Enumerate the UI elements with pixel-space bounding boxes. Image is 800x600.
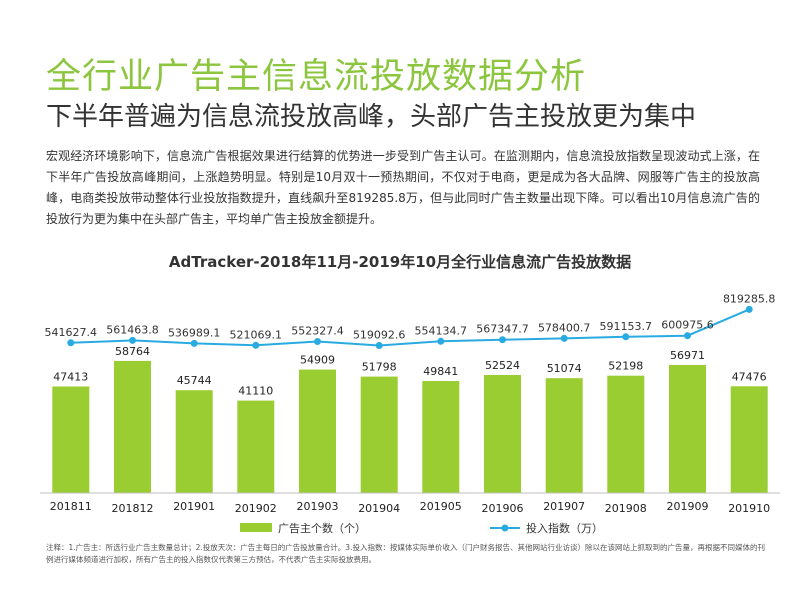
- bar-value-label: 51798: [362, 361, 397, 374]
- index-point-201902: [252, 341, 260, 349]
- page-subtitle: 下半年普遍为信息流投放高峰，头部广告主投放更为集中: [46, 102, 697, 132]
- x-tick-label: 201811: [50, 500, 92, 513]
- legend-label-index: 投入指数（万）: [526, 521, 603, 535]
- bar-201904: [360, 376, 398, 493]
- index-point-201811: [67, 339, 75, 347]
- x-tick-label: 201905: [420, 500, 462, 513]
- legend-swatch-bar: [240, 523, 272, 532]
- page-title: 全行业广告主信息流投放数据分析: [46, 57, 587, 97]
- bar-201902: [237, 400, 275, 493]
- index-point-201812: [129, 336, 136, 344]
- bar-value-label: 51074: [547, 362, 582, 375]
- index-value-label: 552327.4: [291, 325, 344, 338]
- bar-201910: [730, 386, 768, 493]
- index-point-201910: [745, 305, 753, 313]
- index-line: [70, 308, 750, 347]
- index-point-201905: [437, 337, 445, 345]
- combo-chart: AdTracker-2018年11月-2019年10月全行业信息流广告投放数据 …: [40, 253, 780, 535]
- bar-value-label: 54909: [300, 354, 335, 367]
- legend-label-advertisers: 广告主个数（个）: [278, 522, 366, 535]
- index-value-label: 554134.7: [415, 324, 468, 337]
- index-point-201906: [499, 336, 506, 344]
- bar-value-label: 41110: [238, 385, 273, 398]
- index-value-label: 567347.7: [476, 323, 529, 336]
- bar-value-label: 58764: [115, 345, 150, 358]
- chart-title: AdTracker-2018年11月-2019年10月全行业信息流广告投放数据: [169, 253, 631, 271]
- x-tick-label: 201909: [667, 500, 709, 513]
- index-value-label: 819285.8: [723, 292, 776, 305]
- x-tick-label: 201901: [173, 500, 215, 513]
- index-value-label: 561463.8: [106, 323, 159, 336]
- x-tick-label: 201904: [358, 502, 400, 515]
- index-point-201909: [684, 332, 691, 340]
- x-tick-label: 201812: [112, 502, 154, 515]
- index-point-201904: [375, 342, 383, 349]
- bar-201908: [607, 375, 645, 493]
- bar-value-label: 52198: [608, 360, 643, 373]
- bars-group: 47413 58764 45744 41110 54909 51798 49841 52524…: [52, 345, 768, 493]
- bar-value-label: 56971: [670, 349, 705, 362]
- index-point-201908: [622, 333, 630, 341]
- index-value-label: 541627.4: [45, 326, 98, 339]
- index-value-label: 591153.7: [600, 320, 653, 333]
- footnote: 注释：1.广告主：所选行业广告主数量总计；2.投放天次：广告主每日的广告投放量合…: [46, 543, 765, 564]
- bar-value-label: 47476: [732, 370, 767, 383]
- x-tick-label: 201906: [482, 502, 524, 515]
- x-tick-label: 201902: [235, 502, 277, 515]
- bar-201909: [669, 365, 706, 493]
- bar-201901: [175, 390, 213, 493]
- bar-value-label: 45744: [177, 374, 212, 387]
- index-point-201903: [314, 338, 321, 345]
- index-point-201907: [560, 334, 568, 342]
- bar-201906: [484, 375, 521, 493]
- bar-value-label: 49841: [423, 365, 458, 378]
- index-point-201901: [190, 339, 198, 347]
- line-series-group: 541627.4 561463.8 536989.1 521069.1 552327.4…: [45, 292, 776, 349]
- bar-201903: [299, 369, 336, 493]
- x-tick-label: 201910: [728, 502, 770, 515]
- bar-201811: [52, 386, 90, 493]
- index-value-label: 521069.1: [230, 328, 283, 341]
- bar-value-label: 52524: [485, 359, 520, 372]
- x-tick-label: 201908: [605, 502, 647, 515]
- legend: 广告主个数（个） 投入指数（万）: [240, 521, 603, 535]
- bar-201905: [422, 381, 460, 493]
- legend-swatch-marker: [501, 524, 509, 532]
- x-axis-labels: 201811 201812 201901 201902 201903 201904 2019…: [50, 500, 770, 515]
- bar-201812: [114, 360, 151, 493]
- description-paragraph: 宏观经济环境影响下，信息流广告根据效果进行结算的优势进一步受到广告主认可。在监测…: [46, 149, 760, 226]
- index-value-label: 519092.6: [353, 329, 406, 342]
- bar-201907: [545, 378, 583, 493]
- x-tick-label: 201903: [297, 500, 339, 513]
- index-value-label: 578400.7: [538, 321, 591, 334]
- index-value-label: 600975.6: [661, 319, 714, 332]
- index-value-label: 536989.1: [168, 326, 221, 339]
- bar-value-label: 47413: [53, 371, 88, 384]
- x-tick-label: 201907: [543, 500, 585, 513]
